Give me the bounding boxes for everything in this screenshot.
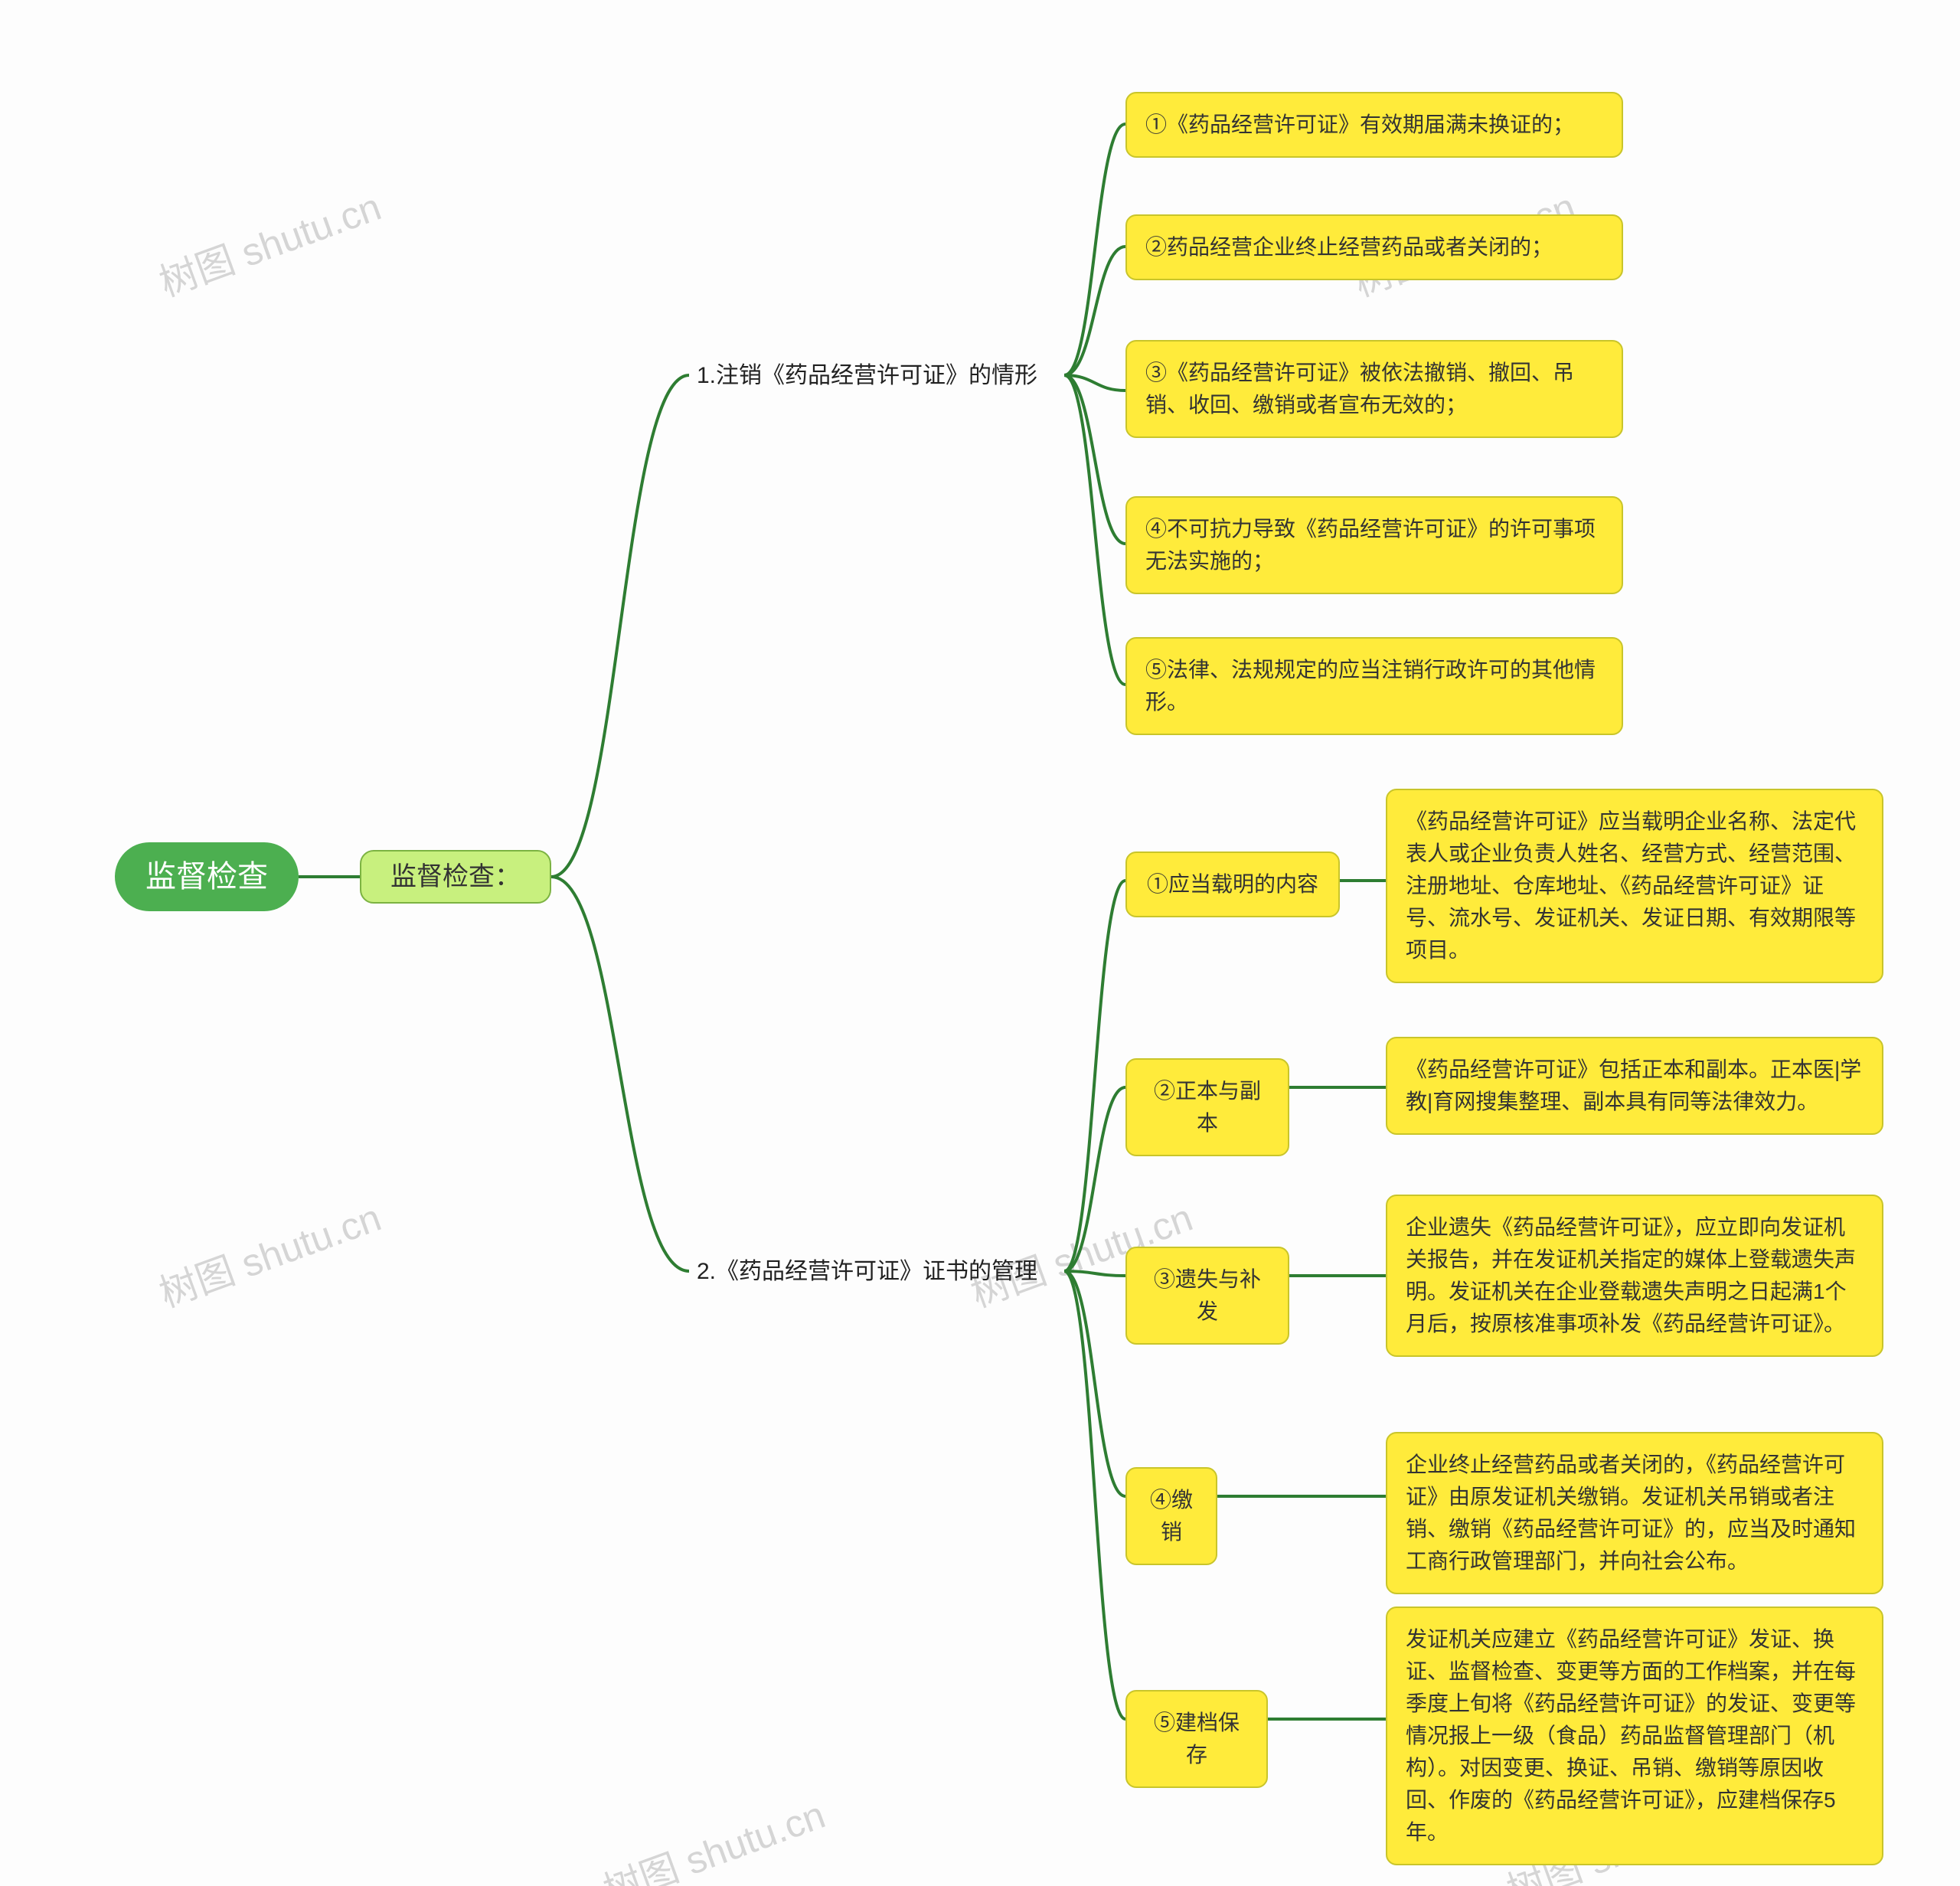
leaf-node[interactable]: ①《药品经营许可证》有效期届满未换证的； bbox=[1125, 92, 1623, 158]
watermark: 树图 shutu.cn bbox=[151, 1187, 387, 1318]
leaf-detail-node[interactable]: 《药品经营许可证》应当载明企业名称、法定代表人或企业负责人姓名、经营方式、经营范… bbox=[1386, 789, 1883, 983]
leaf-title-node[interactable]: ②正本与副本 bbox=[1125, 1058, 1289, 1156]
leaf-node[interactable]: ②药品经营企业终止经营药品或者关闭的； bbox=[1125, 214, 1623, 280]
root-node[interactable]: 监督检查 bbox=[115, 842, 299, 911]
leaf-node[interactable]: ④不可抗力导致《药品经营许可证》的许可事项无法实施的； bbox=[1125, 496, 1623, 594]
branch-node[interactable]: 2.《药品经营许可证》证书的管理 bbox=[689, 1254, 1064, 1288]
leaf-node[interactable]: ③《药品经营许可证》被依法撤销、撤回、吊销、收回、缴销或者宣布无效的； bbox=[1125, 340, 1623, 438]
watermark: 树图 shutu.cn bbox=[151, 176, 387, 307]
leaf-node[interactable]: ⑤法律、法规规定的应当注销行政许可的其他情形。 bbox=[1125, 637, 1623, 735]
leaf-detail-node[interactable]: 企业遗失《药品经营许可证》，应立即向发证机关报告，并在发证机关指定的媒体上登载遗… bbox=[1386, 1195, 1883, 1357]
leaf-detail-node[interactable]: 企业终止经营药品或者关闭的，《药品经营许可证》由原发证机关缴销。发证机关吊销或者… bbox=[1386, 1432, 1883, 1594]
leaf-title-node[interactable]: ⑤建档保存 bbox=[1125, 1690, 1268, 1788]
branch-node[interactable]: 1.注销《药品经营许可证》的情形 bbox=[689, 358, 1064, 392]
leaf-detail-node[interactable]: 发证机关应建立《药品经营许可证》发证、换证、监督检查、变更等方面的工作档案，并在… bbox=[1386, 1607, 1883, 1865]
watermark: 树图 shutu.cn bbox=[595, 1784, 831, 1886]
mindmap-canvas: 树图 shutu.cn 树图 shutu.cn 树图 shutu.cn 树图 s… bbox=[0, 0, 1960, 1886]
level1-node[interactable]: 监督检查： bbox=[360, 850, 551, 904]
leaf-title-node[interactable]: ③遗失与补发 bbox=[1125, 1247, 1289, 1345]
leaf-detail-node[interactable]: 《药品经营许可证》包括正本和副本。正本医|学教|育网搜集整理、副本具有同等法律效… bbox=[1386, 1037, 1883, 1135]
leaf-title-node[interactable]: ①应当载明的内容 bbox=[1125, 851, 1340, 917]
leaf-title-node[interactable]: ④缴销 bbox=[1125, 1467, 1217, 1565]
